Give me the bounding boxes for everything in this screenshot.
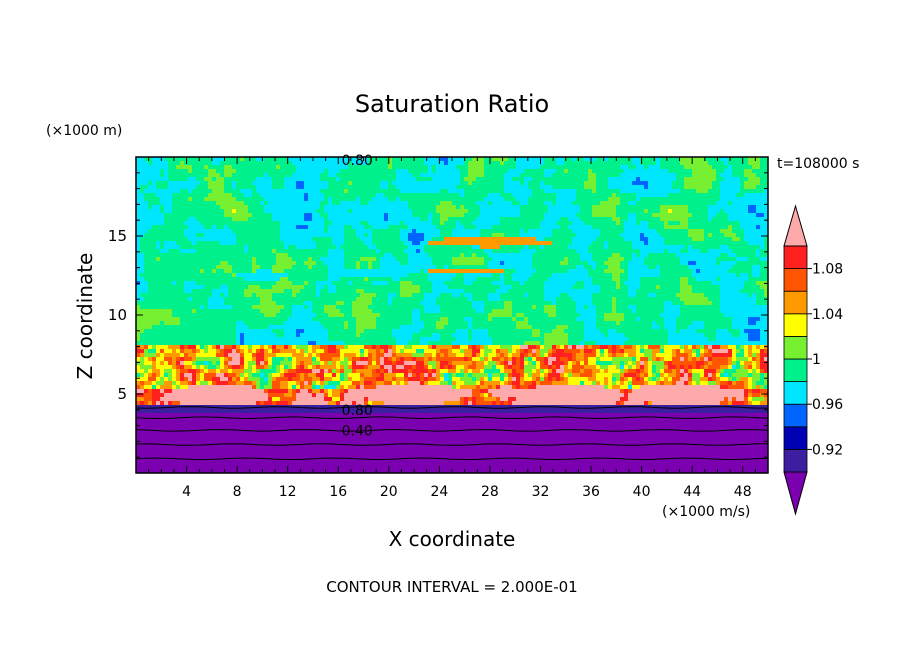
colorbar-label: 0.96 xyxy=(812,397,843,413)
colorbar-bin xyxy=(784,382,807,405)
colorbar-upper-arrow xyxy=(784,206,807,246)
colorbar-lower-arrow xyxy=(784,472,807,514)
y-axis-label: Z coordinate xyxy=(73,253,97,380)
x-axis-label: X coordinate xyxy=(389,527,516,551)
x-tick-label: 24 xyxy=(430,484,448,500)
x-axis-unit: (×1000 m/s) xyxy=(662,504,750,520)
colorbar-bin xyxy=(784,269,807,292)
saturation-field xyxy=(136,157,769,474)
x-tick-label: 28 xyxy=(481,484,499,500)
y-tick-label: 10 xyxy=(108,306,127,324)
y-tick-label: 15 xyxy=(108,227,127,245)
chart-title: Saturation Ratio xyxy=(355,90,549,118)
contour-label: 0.80 xyxy=(342,153,373,169)
contour-interval-footer: CONTOUR INTERVAL = 2.000E-01 xyxy=(326,578,577,596)
x-tick-label: 20 xyxy=(380,484,398,500)
y-axis-unit: (×1000 m) xyxy=(46,123,122,139)
colorbar-label: 1.04 xyxy=(812,307,843,323)
x-tick-label: 36 xyxy=(582,484,600,500)
colorbar-bin xyxy=(784,404,807,427)
colorbar-bin xyxy=(784,449,807,472)
x-tick-label: 44 xyxy=(683,484,701,500)
colorbar-bin xyxy=(784,359,807,382)
colorbar-bin xyxy=(784,314,807,337)
contour-label: 0.40 xyxy=(342,423,373,439)
colorbar-bin xyxy=(784,246,807,269)
colorbar-label: 0.92 xyxy=(812,442,843,458)
colorbar-bin xyxy=(784,336,807,359)
contour-label: 0.80 xyxy=(342,403,373,419)
x-tick-label: 48 xyxy=(734,484,752,500)
colorbar-bin xyxy=(784,427,807,450)
x-tick-label: 40 xyxy=(633,484,651,500)
x-tick-label: 32 xyxy=(532,484,550,500)
x-tick-label: 16 xyxy=(329,484,347,500)
time-label: t=108000 s xyxy=(777,156,859,172)
plot-area xyxy=(136,157,769,474)
colorbar-label: 1.08 xyxy=(812,262,843,278)
x-tick-label: 4 xyxy=(182,484,191,500)
colorbar: 0.92 0.96 1 1.04 1.08 xyxy=(784,206,843,514)
x-tick-label: 8 xyxy=(233,484,242,500)
x-tick-label: 12 xyxy=(279,484,297,500)
colorbar-bin xyxy=(784,291,807,314)
y-tick-label: 5 xyxy=(117,385,127,403)
colorbar-label: 1 xyxy=(812,352,821,368)
